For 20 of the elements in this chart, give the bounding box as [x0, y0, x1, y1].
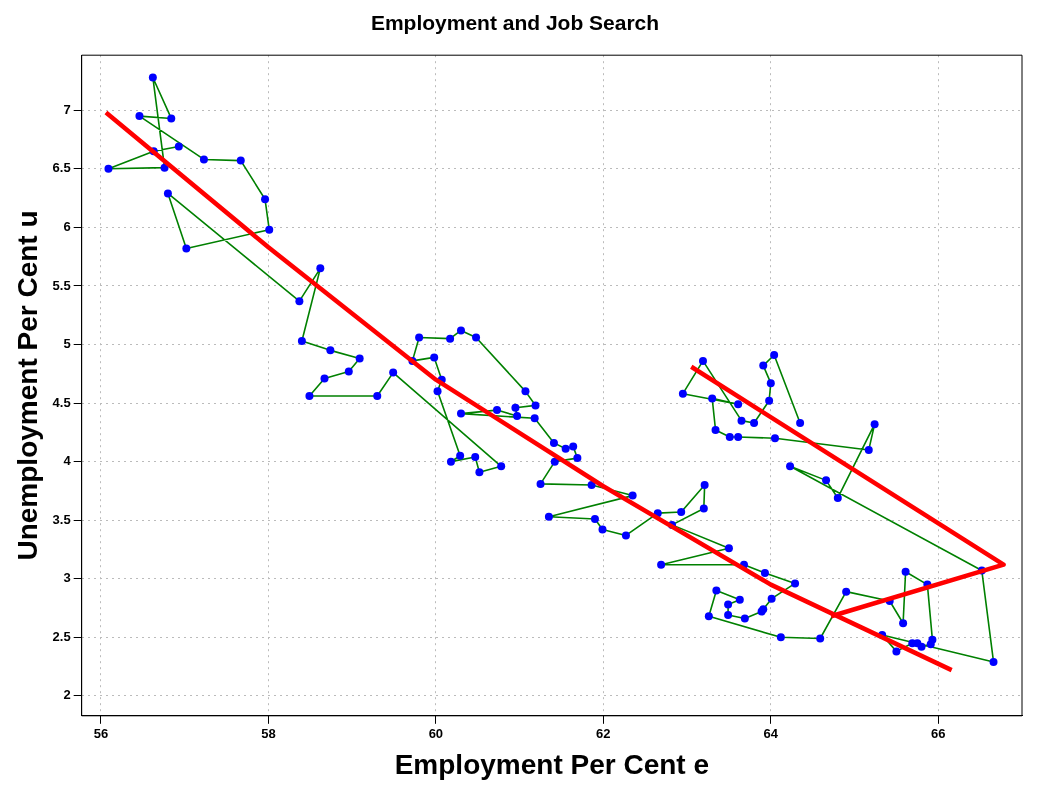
x-tick-label: 62	[596, 726, 611, 742]
y-tick-label: 6.5	[52, 160, 71, 176]
y-tick-label: 4.5	[52, 394, 71, 410]
y-tick-label: 3	[63, 570, 71, 586]
y-tick-label: 2	[63, 687, 71, 703]
y-tick-label: 5	[63, 336, 71, 352]
y-tick-label: 7	[63, 101, 71, 117]
chart-title: Employment and Job Search	[370, 11, 660, 35]
x-tick-label: 58	[261, 726, 276, 742]
x-axis-title: Employment Per Cent e	[394, 748, 709, 780]
y-tick-label: 5.5	[52, 277, 71, 293]
y-axis-title: Unemployment Per Cent u	[11, 210, 43, 561]
y-tick-label: 2.5	[52, 628, 71, 644]
x-tick-label: 60	[428, 726, 444, 742]
x-tick-label: 64	[763, 726, 779, 742]
y-tick-label: 6	[63, 218, 71, 234]
x-tick-label: 56	[93, 726, 109, 742]
y-tick-label: 4	[63, 453, 72, 469]
x-tick-label: 66	[931, 726, 946, 742]
y-tick-label: 3.5	[52, 511, 71, 527]
